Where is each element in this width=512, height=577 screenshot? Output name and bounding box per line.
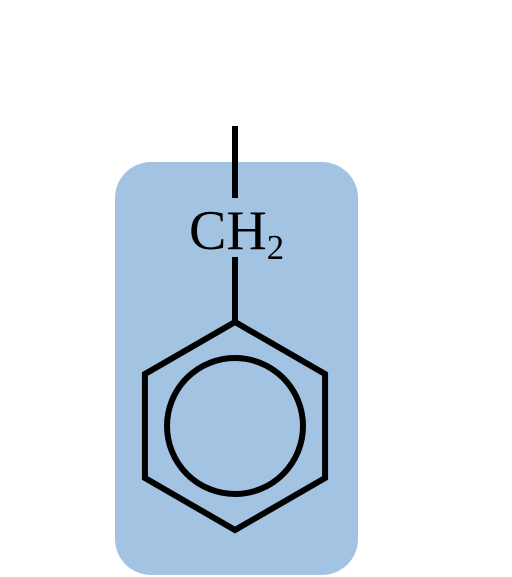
ch2-label: CH2: [189, 199, 284, 263]
benzene-hexagon: [145, 322, 325, 530]
ch2-text-main: CH: [189, 200, 267, 262]
benzene-inner-circle: [167, 358, 303, 494]
structure-svg: [0, 0, 512, 577]
ch2-text-sub: 2: [267, 228, 284, 267]
